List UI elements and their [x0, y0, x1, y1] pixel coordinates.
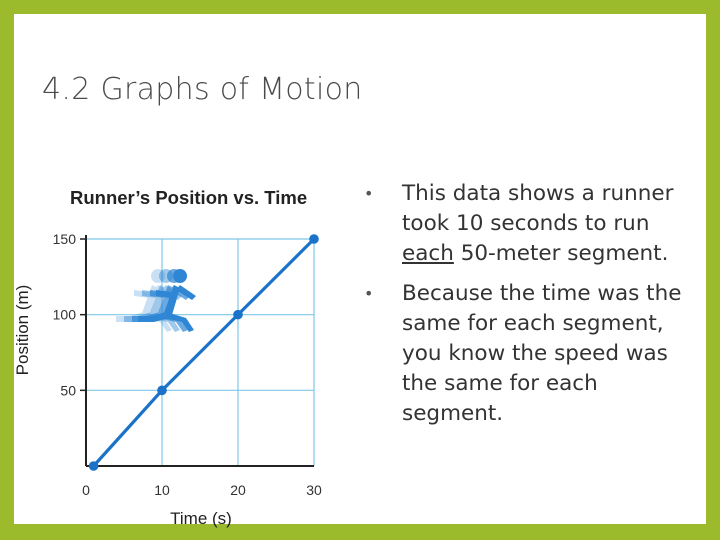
bullet-list: • This data shows a runner took 10 secon…: [354, 179, 704, 439]
data-point: [233, 309, 243, 320]
x-tick-label: 10: [154, 482, 170, 498]
series-line-0: [92, 237, 316, 468]
runner-leg-back: [138, 312, 170, 322]
runner-figure: [138, 269, 196, 332]
x-tick-label: 30: [306, 482, 322, 498]
bullet-1-text: This data shows a runner took 10 seconds…: [402, 181, 674, 236]
y-tick-label: 150: [53, 231, 77, 247]
y-tick-label: 50: [60, 382, 76, 398]
runner-arm-back: [134, 290, 150, 298]
data-point: [157, 385, 167, 396]
axes: [85, 235, 314, 467]
bullet-item-1: • This data shows a runner took 10 secon…: [354, 179, 704, 269]
runner-torso: [164, 285, 180, 315]
data-point: [88, 461, 99, 471]
tick-labels: 0 10 20 30 50 100 150: [53, 231, 322, 498]
slide-title: 4.2 Graphs of Motion: [42, 72, 363, 107]
data-point: [309, 234, 319, 244]
bullet-1-emphasis: each: [402, 241, 454, 266]
grid-lines: [86, 238, 315, 466]
bullet-item-2: • Because the time was the same for each…: [354, 279, 704, 429]
x-tick-label: 0: [82, 482, 90, 498]
runner-head: [173, 269, 187, 283]
runner-icon: [116, 269, 196, 332]
series-line: [88, 234, 319, 471]
bullet-2-text: Because the time was the same for each s…: [402, 281, 682, 426]
bullet-marker: •: [364, 184, 374, 203]
bullet-marker: •: [364, 284, 374, 303]
runner-leg-front: [164, 312, 194, 332]
slide: 4.2 Graphs of Motion Runner’s Position v…: [14, 14, 706, 528]
x-tick-label: 20: [230, 482, 246, 498]
bullet-1-text-end: 50-meter segment.: [453, 241, 669, 266]
position-time-chart: Runner’s Position vs. Time 0 10 20 30 50 100 1…: [14, 187, 322, 528]
runner-head: [151, 269, 165, 283]
chart-title: Runner’s Position vs. Time: [70, 187, 307, 208]
x-axis-label: Time (s): [170, 509, 232, 528]
runner-arm-front: [176, 285, 196, 300]
runner-arm-back: [156, 290, 172, 298]
y-tick-label: 100: [53, 307, 77, 323]
y-axis-label: Position (m): [14, 285, 32, 376]
